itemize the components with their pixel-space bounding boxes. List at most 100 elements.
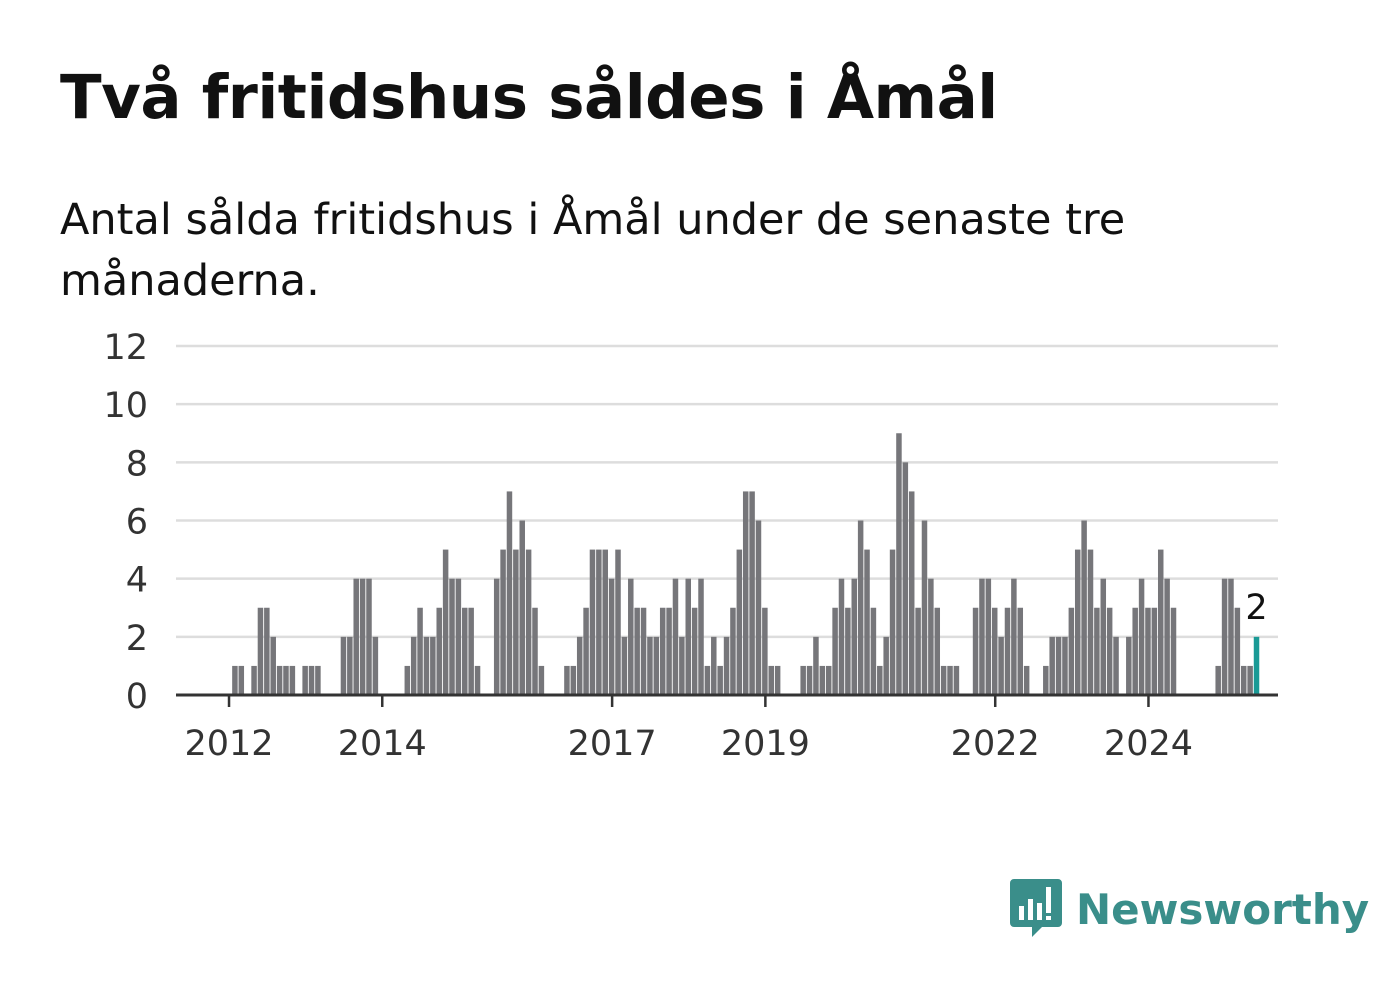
bar: [1081, 520, 1087, 695]
bar: [653, 636, 660, 695]
bar: [819, 665, 826, 695]
bar: [902, 462, 909, 695]
y-tick-label: 12: [103, 328, 148, 368]
bar: [1164, 578, 1170, 695]
data-label-latest: 2: [1245, 588, 1267, 628]
bar: [468, 607, 474, 695]
bar: [749, 491, 755, 695]
bar: [813, 636, 819, 695]
bar: [1240, 665, 1247, 695]
bar: [679, 636, 685, 695]
bar: [1011, 578, 1017, 695]
bar: [940, 665, 947, 695]
bar: [1049, 636, 1055, 695]
bar: [717, 665, 723, 695]
bar: [742, 491, 749, 695]
bar: [538, 665, 545, 695]
bar: [608, 578, 615, 695]
bar: [576, 636, 583, 695]
bar: [723, 636, 730, 695]
bar: [1043, 665, 1049, 695]
bar: [1017, 607, 1024, 695]
bar: [736, 549, 743, 695]
x-tick-label: 2024: [1104, 724, 1193, 764]
bar: [704, 665, 711, 695]
bar: [532, 607, 538, 695]
bar: [762, 607, 768, 695]
bar: [800, 665, 806, 695]
bar: [991, 607, 998, 695]
bar: [283, 665, 289, 695]
bar: [506, 491, 513, 695]
bar: [1113, 636, 1119, 695]
x-tick-label: 2012: [184, 724, 273, 764]
bar: [691, 607, 698, 695]
bar: [730, 607, 736, 695]
bar: [474, 665, 481, 695]
x-tick-label: 2022: [951, 724, 1040, 764]
bar: [698, 578, 704, 695]
bar: [628, 578, 634, 695]
bar: [838, 578, 845, 695]
x-tick-label: 2019: [721, 724, 810, 764]
bar: [602, 549, 608, 695]
bar: [1106, 607, 1113, 695]
bar: [500, 549, 506, 695]
bar: [372, 636, 379, 695]
bar: [953, 665, 960, 695]
bar: [493, 578, 500, 695]
bar: [768, 665, 774, 695]
bar: [908, 491, 915, 695]
bar: [928, 578, 934, 695]
bar: [1170, 607, 1177, 695]
chart-subtitle: Antal sålda fritidshus i Åmål under de s…: [60, 195, 1126, 306]
bar: [640, 607, 647, 695]
bar: [825, 665, 832, 695]
bar: [634, 607, 640, 695]
bar: [347, 636, 353, 695]
bar: [1145, 607, 1151, 695]
bar: [666, 607, 672, 695]
bar: [442, 549, 449, 695]
bar: [659, 607, 666, 695]
bar: [1138, 578, 1145, 695]
bar: [755, 520, 762, 695]
chart-title: Två fritidshus såldes i Åmål: [60, 62, 998, 133]
bar: [934, 607, 941, 695]
bar: [1055, 636, 1062, 695]
y-tick-label: 10: [103, 386, 148, 426]
bar: [308, 665, 315, 695]
bar: [423, 636, 430, 695]
bar: [1132, 607, 1138, 695]
bar: [1004, 607, 1011, 695]
bar: [889, 549, 896, 695]
bar: [1151, 607, 1158, 695]
bar: [1234, 607, 1241, 695]
bar: [276, 665, 283, 695]
bar: [1087, 549, 1094, 695]
bar: [864, 549, 870, 695]
bar: [1221, 578, 1228, 695]
newsworthy-logo: Newsworthy: [1010, 878, 1369, 940]
brand-name: Newsworthy: [1076, 884, 1370, 934]
gridlines: [176, 344, 1278, 639]
bar: [972, 607, 979, 695]
bar: [711, 636, 717, 695]
bar-chart-speech-bubble-icon: [1010, 879, 1062, 937]
bar: [1247, 665, 1253, 695]
bar: [455, 578, 462, 695]
bar: [845, 607, 851, 695]
bar: [564, 665, 570, 695]
bar: [1228, 578, 1234, 695]
bar: [1100, 578, 1107, 695]
bar: [615, 549, 621, 695]
bar: [870, 607, 877, 695]
bar: [1094, 607, 1100, 695]
bar: [1023, 665, 1030, 695]
bar: [410, 636, 417, 695]
bar: [302, 665, 308, 695]
bar: [315, 665, 321, 695]
bar: [513, 549, 519, 695]
bar: [1126, 636, 1132, 695]
